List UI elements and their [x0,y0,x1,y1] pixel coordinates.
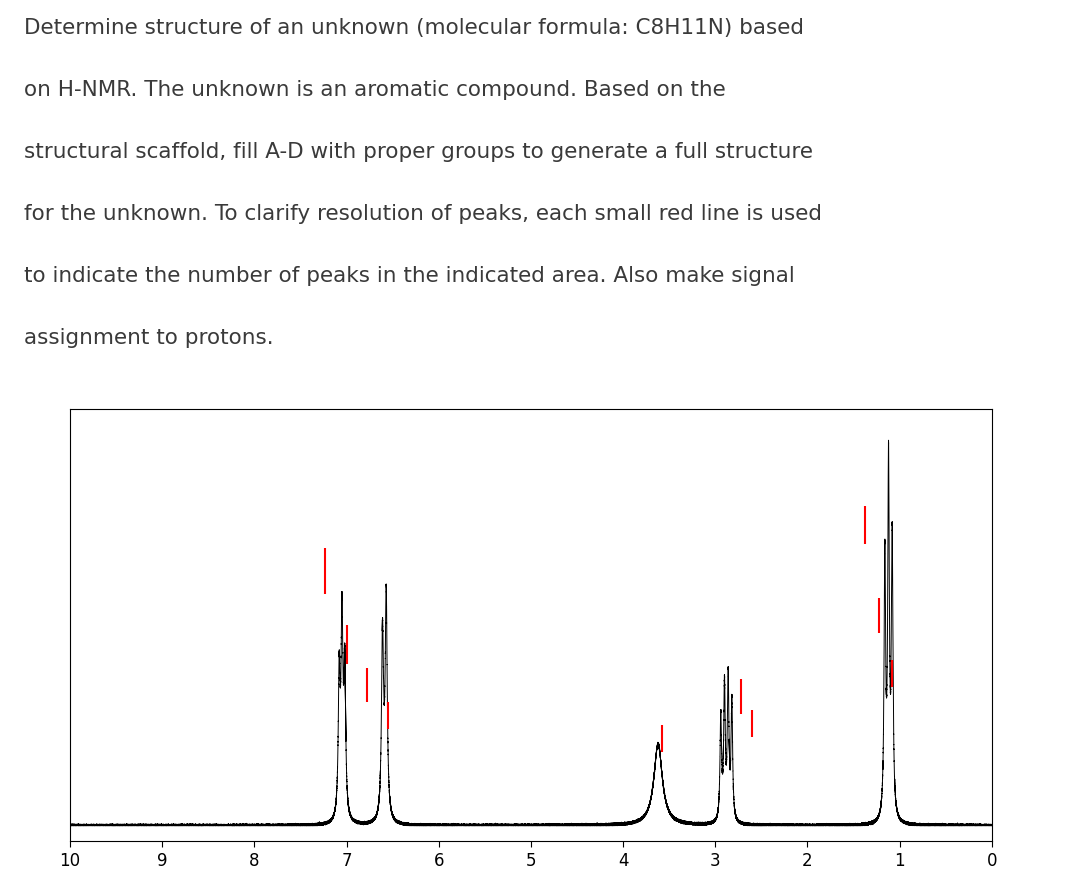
Text: on H-NMR. The unknown is an aromatic compound. Based on the: on H-NMR. The unknown is an aromatic com… [24,80,725,100]
Text: assignment to protons.: assignment to protons. [24,328,274,348]
Text: to indicate the number of peaks in the indicated area. Also make signal: to indicate the number of peaks in the i… [24,266,794,287]
Text: structural scaffold, fill A-D with proper groups to generate a full structure: structural scaffold, fill A-D with prope… [24,142,813,162]
Text: for the unknown. To clarify resolution of peaks, each small red line is used: for the unknown. To clarify resolution o… [24,204,821,224]
Text: Determine structure of an unknown (molecular formula: C8H11N) based: Determine structure of an unknown (molec… [24,18,804,37]
